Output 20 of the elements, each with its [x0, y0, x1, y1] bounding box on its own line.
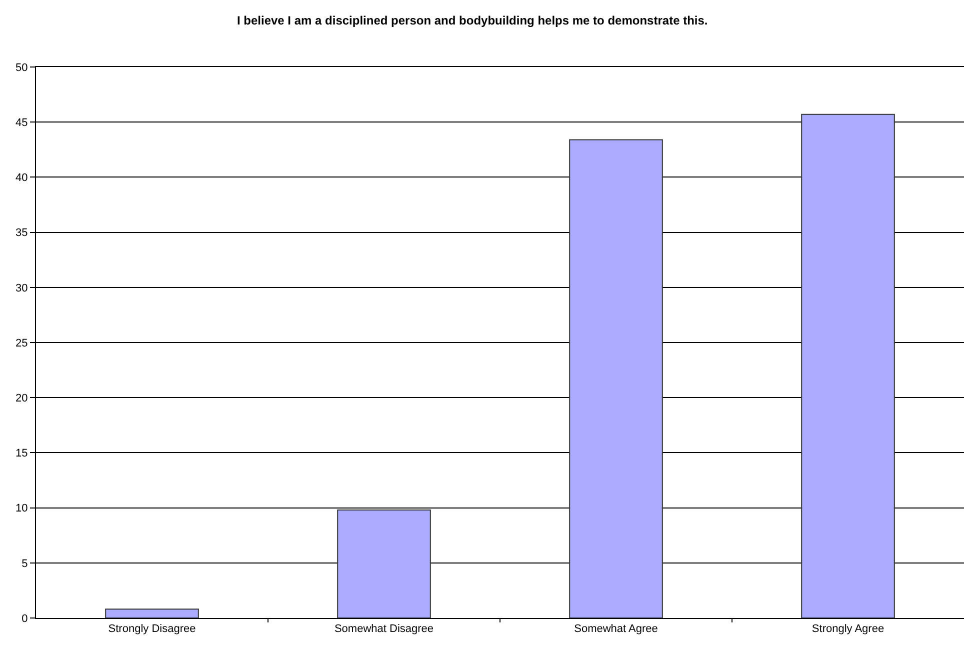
x-tick-label: Somewhat Disagree: [334, 623, 434, 636]
y-tick-label: 35: [16, 227, 28, 240]
y-tick-label: 40: [16, 172, 28, 184]
bar: [569, 139, 663, 618]
bar: [337, 510, 431, 618]
x-tick-label: Strongly Agree: [812, 623, 884, 636]
y-tick-label: 30: [16, 282, 28, 294]
y-tick-label: 15: [16, 448, 28, 460]
y-tick-label: 20: [16, 392, 28, 404]
y-tick-label: 5: [22, 558, 28, 570]
y-tick-label: 10: [16, 502, 28, 515]
x-tick-label: Strongly Disagree: [108, 623, 196, 636]
y-tick-label: 45: [16, 116, 28, 129]
chart-title: I believe I am a disciplined person and bodybuilding helps me to demonstrate this.: [236, 13, 708, 28]
y-tick-label: 0: [22, 612, 28, 625]
bar: [105, 608, 199, 618]
y-tick-label: 50: [16, 62, 28, 74]
y-tick-label: 25: [16, 337, 28, 350]
x-tick-label: Somewhat Agree: [574, 623, 658, 636]
bar: [801, 114, 895, 618]
